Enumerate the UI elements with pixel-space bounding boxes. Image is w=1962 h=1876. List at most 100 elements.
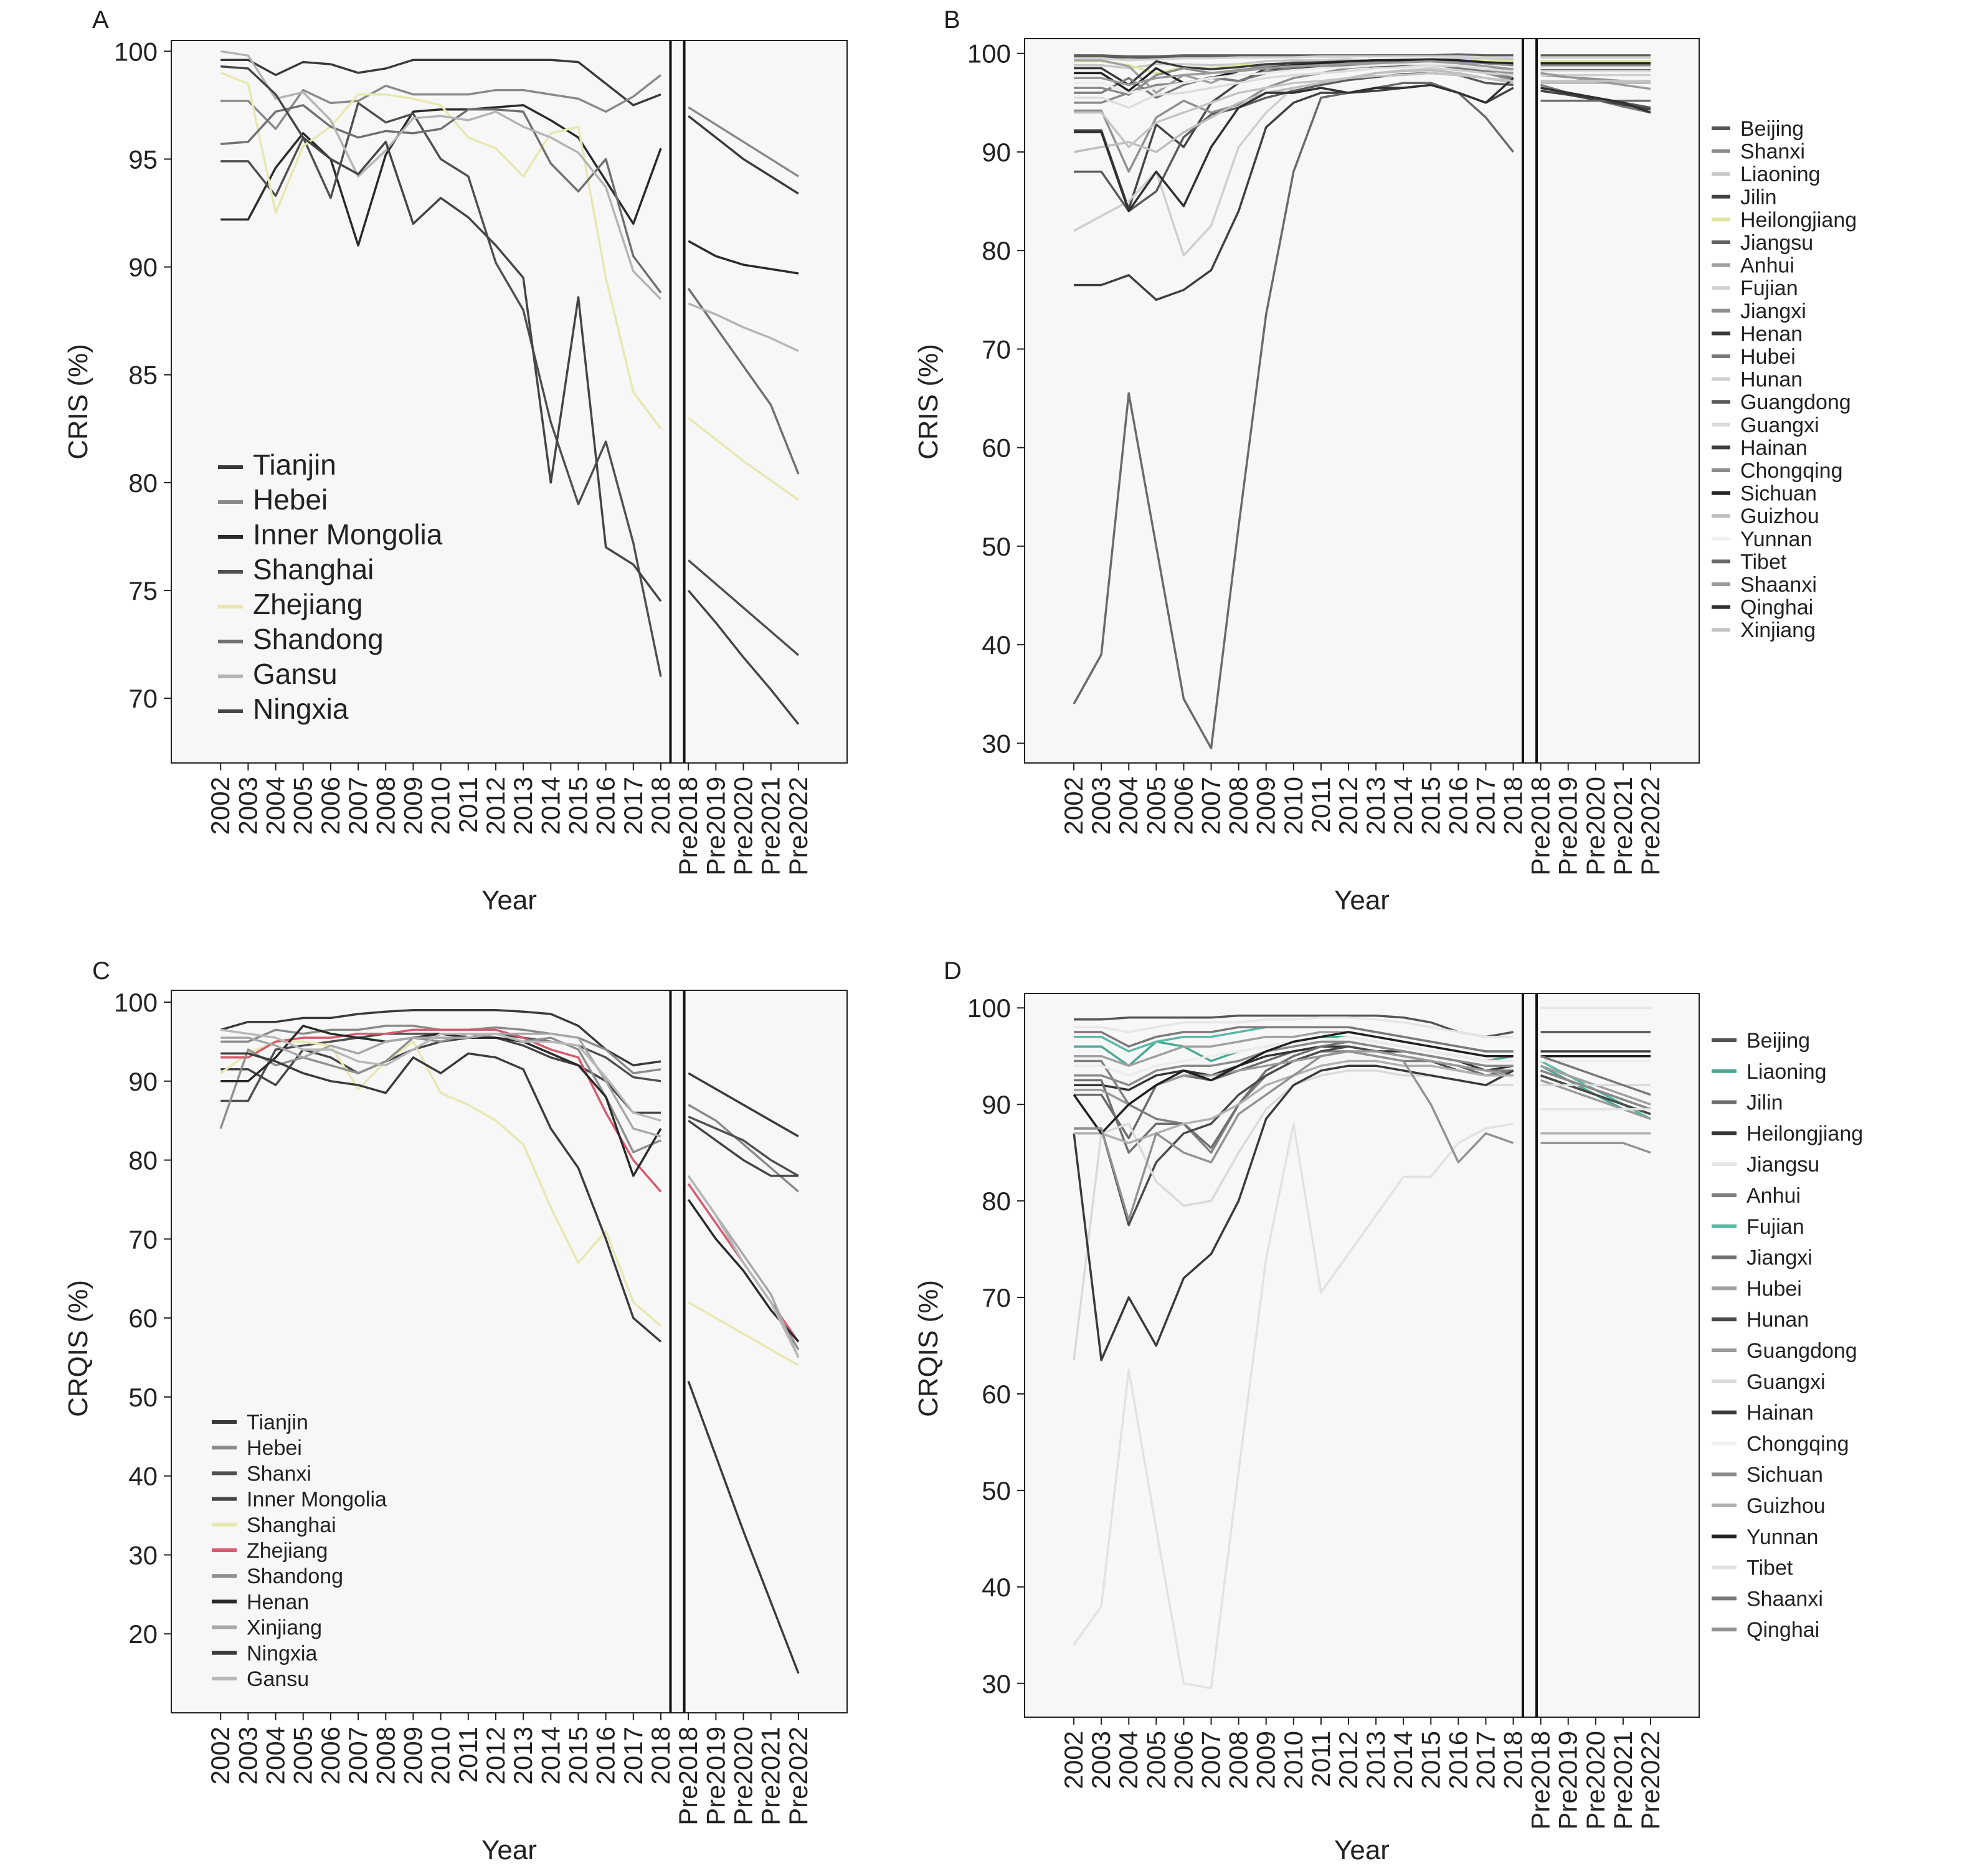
legend-label: Jilin [1740, 186, 1777, 209]
y-tick-label: 70 [982, 334, 1011, 364]
series-line-shaanxi [1074, 60, 1514, 87]
x-tick-label: Pre2020 [729, 1727, 758, 1826]
x-axis-title: Year [481, 1835, 537, 1865]
legend-label: Xinjiang [247, 1616, 322, 1640]
y-tick-label: 30 [982, 729, 1011, 758]
legend-label: Beijing [1746, 1029, 1810, 1053]
legend-label: Chongqing [1740, 459, 1842, 483]
x-tick-label: 2004 [1114, 777, 1143, 835]
x-tick-label: 2012 [481, 1727, 510, 1784]
legend-label: Inner Mongolia [253, 518, 443, 551]
legend-label: Sichuan [1740, 482, 1817, 506]
series-projection-ningxia [687, 589, 800, 725]
y-tick-label: 85 [128, 361, 158, 390]
legend-label: Guangdong [1740, 391, 1851, 414]
x-tick-label: 2007 [1197, 777, 1226, 835]
legend-label: Jilin [1746, 1091, 1783, 1115]
x-tick-label: 2006 [1168, 1731, 1198, 1789]
x-tick-label: Pre2021 [756, 777, 785, 876]
legend-label: Hainan [1746, 1401, 1814, 1425]
series-line-yunnan [1073, 1031, 1514, 1135]
legend-label: Shanghai [253, 553, 374, 585]
series-projection-shandong [687, 288, 800, 475]
x-tick-label: 2008 [371, 777, 400, 835]
y-tick-label: 70 [128, 1225, 158, 1254]
legend-label: Shandong [253, 623, 384, 655]
legend-label: Fujian [1746, 1215, 1804, 1239]
plot-area [1024, 993, 1700, 1718]
legend-label: Hubei [1740, 345, 1796, 369]
x-axis-title: Year [1334, 885, 1390, 916]
x-tick-label: 2007 [343, 1727, 372, 1784]
legend-label: Hunan [1746, 1308, 1809, 1332]
panel-D: D304050607080901002002200320042005200620… [913, 957, 1863, 1865]
x-tick-label: 2016 [591, 1727, 620, 1784]
x-tick-label: 2014 [536, 777, 565, 835]
x-tick-label: 2017 [1471, 777, 1500, 835]
legend-label: Jiangsu [1746, 1153, 1819, 1177]
x-tick-label: Pre2022 [784, 777, 813, 876]
x-tick-label: 2016 [591, 777, 620, 835]
x-tick-label: Pre2022 [784, 1727, 813, 1826]
y-tick-label: 80 [982, 1187, 1011, 1216]
legend-label: Anhui [1746, 1184, 1801, 1208]
legend-label: Shaanxi [1740, 573, 1817, 597]
x-tick-label: 2009 [1251, 777, 1281, 835]
legend-label: Qinghai [1740, 596, 1813, 620]
series-projection-ningxia [687, 1380, 800, 1674]
x-tick-label: 2017 [618, 777, 648, 835]
x-tick-label: 2013 [508, 777, 538, 835]
y-axis-title: CRIS (%) [913, 344, 944, 460]
x-tick-label: 2008 [371, 1727, 400, 1784]
x-tick-label: 2017 [1471, 1731, 1500, 1789]
x-tick-label: Pre2022 [1636, 777, 1665, 876]
legend: BeijingShanxiLiaoningJilinHeilongjiangJi… [1712, 117, 1857, 642]
x-tick-label: Pre2020 [729, 777, 758, 876]
series-projection-zhejiang [688, 417, 799, 501]
y-tick-label: 50 [982, 1476, 1011, 1505]
legend-label: Chongqing [1746, 1432, 1849, 1456]
y-axis-title: CRQIS (%) [913, 1280, 944, 1417]
legend-label: Xinjiang [1740, 618, 1816, 642]
y-tick-label: 100 [114, 37, 158, 66]
x-tick-label: 2009 [398, 777, 427, 835]
series-line-xinjiang [220, 1032, 661, 1138]
x-tick-label: 2015 [563, 1727, 592, 1784]
legend-label: Zhejiang [253, 588, 363, 620]
x-axis-title: Year [1334, 1835, 1390, 1865]
y-tick-label: 75 [128, 576, 158, 605]
y-tick-label: 50 [982, 532, 1011, 561]
panel-B: B304050607080901002002200320042005200620… [913, 6, 1857, 916]
legend: Beijing Liaoning Jilin Heilongjiang Jiangsu A… [1712, 1029, 1863, 1642]
y-tick-label: 100 [967, 39, 1011, 69]
legend-label: Liaoning [1746, 1060, 1827, 1084]
x-tick-label: Pre2019 [701, 1727, 730, 1826]
legend-label: Shaanxi [1746, 1587, 1823, 1611]
y-tick-label: 60 [128, 1304, 158, 1333]
x-tick-label: 2004 [261, 1727, 290, 1784]
series-line-shandong [219, 1032, 661, 1154]
legend-label: Heilongjiang [1740, 208, 1857, 232]
x-tick-label: 2008 [1224, 777, 1253, 835]
y-axis-title: CRIS (%) [63, 344, 93, 460]
x-tick-label: 2017 [618, 1727, 648, 1784]
x-tick-label: 2006 [316, 777, 345, 835]
x-tick-label: 2010 [1279, 1731, 1308, 1789]
x-tick-label: Pre2019 [1553, 777, 1583, 876]
panel-letter: D [944, 957, 962, 985]
x-tick-label: 2011 [453, 1727, 483, 1783]
plot-area [171, 990, 848, 1713]
x-tick-label: 2004 [261, 777, 290, 835]
series-line-ningxia [220, 1052, 662, 1343]
x-tick-label: 2002 [206, 1727, 235, 1784]
x-tick-label: 2005 [288, 1727, 318, 1784]
series-projection-guangdong [1540, 1079, 1651, 1120]
x-tick-label: Pre2018 [1526, 1731, 1555, 1830]
y-tick-label: 40 [982, 630, 1011, 660]
legend-label: Guizhou [1746, 1494, 1826, 1518]
series-line-sichuan [1074, 1040, 1514, 1086]
y-tick-label: 60 [982, 433, 1011, 463]
legend-label: Anhui [1740, 254, 1794, 278]
x-tick-label: Pre2018 [1526, 777, 1555, 876]
